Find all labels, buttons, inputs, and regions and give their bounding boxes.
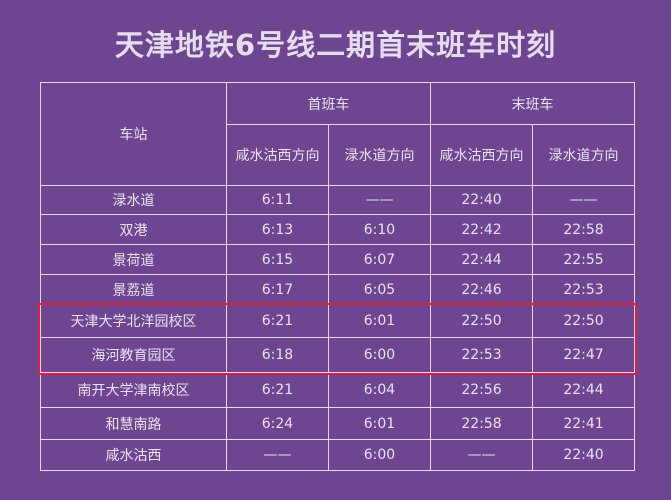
cell-station: 双港 xyxy=(40,214,227,245)
cell-last-b: 22:47 xyxy=(532,337,635,373)
cell-last-a: —— xyxy=(430,439,533,471)
cell-first-a: 6:21 xyxy=(226,304,329,338)
cell-station: 咸水沽西 xyxy=(40,439,227,471)
table-row: 景荔道 6:17 6:05 22:46 22:53 xyxy=(40,274,635,305)
table-row: 南开大学津南校区 6:21 6:04 22:56 22:44 xyxy=(40,372,635,408)
cell-first-a: 6:21 xyxy=(226,372,329,408)
cell-last-a: 22:42 xyxy=(430,214,533,245)
cell-last-b: 22:40 xyxy=(532,439,635,471)
cell-station: 景荔道 xyxy=(40,274,227,305)
table-row: 咸水沽西 —— 6:00 —— 22:40 xyxy=(40,439,635,471)
cell-first-a: —— xyxy=(226,439,329,471)
header-first-train: 首班车 xyxy=(226,82,431,125)
cell-first-b: 6:00 xyxy=(328,337,431,373)
table-row: 海河教育园区 6:18 6:00 22:53 22:47 xyxy=(40,337,635,373)
cell-last-a: 22:58 xyxy=(430,407,533,440)
page-title: 天津地铁6号线二期首末班车时刻 xyxy=(114,28,557,62)
cell-station: 和慧南路 xyxy=(40,407,227,440)
cell-first-b: 6:10 xyxy=(328,214,431,245)
cell-last-a: 22:56 xyxy=(430,372,533,408)
cell-last-a: 22:50 xyxy=(430,304,533,338)
header-station: 车站 xyxy=(40,82,227,186)
table-row: 天津大学北洋园校区 6:21 6:01 22:50 22:50 xyxy=(40,304,635,338)
cell-first-b: —— xyxy=(328,185,431,215)
cell-last-b: 22:58 xyxy=(532,214,635,245)
cell-station: 渌水道 xyxy=(40,185,227,215)
cell-first-a: 6:15 xyxy=(226,244,329,275)
cell-last-a: 22:46 xyxy=(430,274,533,305)
cell-first-b: 6:01 xyxy=(328,407,431,440)
table-row: 景荷道 6:15 6:07 22:44 22:55 xyxy=(40,244,635,275)
header-last-dir-b: 渌水道方向 xyxy=(532,124,635,186)
header-first-dir-a: 咸水沽西方向 xyxy=(226,124,329,186)
cell-first-a: 6:13 xyxy=(226,214,329,245)
cell-first-b: 6:01 xyxy=(328,304,431,338)
cell-first-b: 6:05 xyxy=(328,274,431,305)
cell-last-a: 22:53 xyxy=(430,337,533,373)
header-last-train: 末班车 xyxy=(430,82,635,125)
cell-last-b: —— xyxy=(532,185,635,215)
cell-station: 南开大学津南校区 xyxy=(40,372,227,408)
cell-first-b: 6:00 xyxy=(328,439,431,471)
cell-first-b: 6:07 xyxy=(328,244,431,275)
header-last-dir-a: 咸水沽西方向 xyxy=(430,124,533,186)
table-row: 渌水道 6:11 —— 22:40 —— xyxy=(40,185,635,215)
timetable: 车站 首班车 末班车 咸水沽西方向 渌水道方向 咸水沽西方向 渌水道方向 渌水道… xyxy=(40,82,635,471)
table-row: 双港 6:13 6:10 22:42 22:58 xyxy=(40,214,635,245)
cell-last-b: 22:50 xyxy=(532,304,635,338)
cell-last-b: 22:53 xyxy=(532,274,635,305)
header-first-dir-b: 渌水道方向 xyxy=(328,124,431,186)
cell-first-a: 6:18 xyxy=(226,337,329,373)
cell-station: 景荷道 xyxy=(40,244,227,275)
cell-station: 海河教育园区 xyxy=(40,337,227,373)
cell-first-a: 6:11 xyxy=(226,185,329,215)
cell-first-b: 6:04 xyxy=(328,372,431,408)
cell-last-a: 22:44 xyxy=(430,244,533,275)
cell-station: 天津大学北洋园校区 xyxy=(40,304,227,338)
cell-last-b: 22:41 xyxy=(532,407,635,440)
cell-first-a: 6:24 xyxy=(226,407,329,440)
cell-first-a: 6:17 xyxy=(226,274,329,305)
table-row: 和慧南路 6:24 6:01 22:58 22:41 xyxy=(40,407,635,440)
cell-last-b: 22:55 xyxy=(532,244,635,275)
cell-last-a: 22:40 xyxy=(430,185,533,215)
cell-last-b: 22:44 xyxy=(532,372,635,408)
